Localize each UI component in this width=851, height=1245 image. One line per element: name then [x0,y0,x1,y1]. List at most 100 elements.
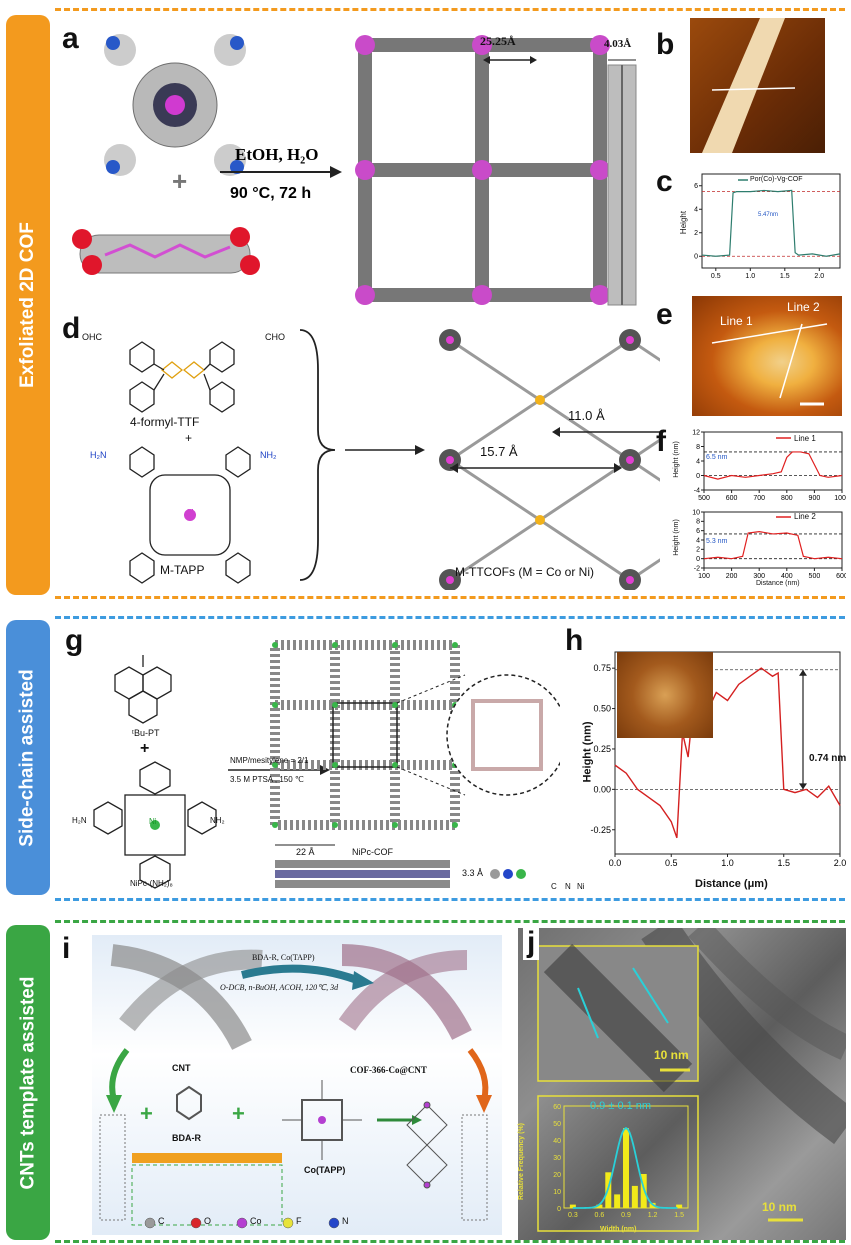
x-tick-label: 200 [726,573,738,580]
cho-label-left: OHC [82,332,102,342]
distance-15-label: 15.7 Å [480,444,518,459]
nipc-cof-grid [270,640,568,846]
panel-g: ᵗBu-PT + H₂N NH₂ Ni NiPc-(NH₂)₈ NMP/mesi… [60,620,585,891]
atom-legend-n: N [565,882,571,891]
chart-f1-annotation: 6.5 nm [706,454,728,461]
y-tick-label: 0.50 [593,704,611,714]
chart-f2-ylabel: Height (nm) [672,519,680,556]
series-line [701,189,841,257]
panel-i: + + BDA-R, Co(TAPP) O-DCB, n-BuOH, ACOH,… [92,935,502,1235]
product-label-d: M-TTCOFs (M = Co or Ni) [455,565,594,579]
ttcof-network [439,329,821,591]
x-tick-label: 2.0 [834,858,847,868]
section-title: Side-chain assisted [17,668,38,847]
panel-label-f: f [656,425,666,458]
chart-c: 0.5 1.0 1.5 2.0 0 2 4 6 Por(Co)-Vg-COF 5.47nm H… [679,168,845,293]
y-tick-label: 4 [696,537,700,544]
chart-h-annotation: 0.74 nm [809,753,847,764]
pore-size-label: 25.25Å [480,34,516,48]
plus-label-d: + [185,431,193,445]
height-arrow-head-top [799,669,807,676]
histogram-bar [640,1174,647,1208]
y-tick-label: -4 [694,487,700,494]
section-tab-cnt: CNTs template assisted [6,925,50,1240]
ni-label-g: Ni [149,817,157,826]
x-tick-label: 0.9 [621,1212,631,1219]
pore-label-g: 22 Å [296,847,315,857]
panel-label-c: c [656,165,673,198]
panel-label-g: g [65,624,84,657]
series-line [703,530,843,560]
x-tick-label: 600 [836,573,846,580]
x-tick-label: 400 [781,573,793,580]
legend-atom-dot [190,1217,202,1229]
histogram-bar [569,1204,576,1208]
x-tick-label: 600 [726,495,738,502]
legend-label-o: O [204,1216,212,1226]
y-tick-label: 0 [696,473,700,480]
chart-c-ylabel: Height [679,210,689,235]
cof-stack-side [607,64,637,306]
plot-frame [701,173,841,269]
tbu-pt-label: ᵗBu-PT [132,728,160,738]
cotapp-label: Co(TAPP) [304,1165,346,1175]
svg-text:+: + [172,166,187,196]
plot-frame [703,431,843,491]
chart-f1-ylabel: Height (nm) [672,441,680,478]
layer-spacing-label: 4.03Å [604,38,632,50]
y-tick-label: 8 [696,519,700,526]
h2n-label-g: H₂N [72,816,87,825]
chart-h: 0.0 0.5 1.0 1.5 2.0 0.75 0.50 0.25 0.00 -0.25 0.7… [582,648,847,893]
section-tab-exfoliated: Exfoliated 2D COF [6,15,50,595]
y-tick-label: -2 [694,565,700,572]
x-tick-label: 800 [781,495,793,502]
svg-text:+: + [140,1101,153,1126]
panel-i-graphic: + + [99,944,492,1229]
chart-f-bottom: 100 200 300 400 500 600 10 8 6 4 2 0 -2 Line 2 5.3 n… [672,508,848,590]
x-tick-label: 1.5 [674,1212,684,1219]
x-tick-label: 2.0 [814,273,824,280]
legend-label-co: Co [250,1216,262,1226]
section-divider-top [55,8,845,11]
plus-label-g: + [140,740,150,757]
chart-f1-legend: Line 1 [794,434,816,443]
y-tick-label: 60 [553,1104,561,1111]
panel-g-graphic [93,640,568,889]
y-tick-label: 4 [696,458,700,465]
cof-grid [355,35,610,305]
histogram-bar [631,1185,638,1208]
line1-label: Line 1 [720,314,753,328]
x-tick-label: 700 [753,495,765,502]
y-tick-label: 10 [692,509,700,516]
panel-label-d: d [62,312,81,345]
y-tick-label: 0 [696,556,700,563]
x-tick-label: 0.5 [665,858,678,868]
x-tick-label: 500 [809,573,821,580]
y-tick-label: 0 [557,1206,561,1213]
panel-label-e: e [656,298,673,331]
y-tick-label: 0.75 [593,663,611,673]
monomer1-label: 4-formyl-TTF [130,415,200,429]
chart-c-legend: Por(Co)-Vg-COF [750,176,803,183]
y-tick-label: 6 [696,528,700,535]
height-arrow-head-bottom [799,783,807,790]
x-tick-label: 1.2 [648,1212,658,1219]
nh2-label-g: NH₂ [210,816,225,825]
panel-label-h: h [565,624,584,657]
y-tick-label: 12 [692,429,700,436]
afm-inset-h [617,652,713,738]
x-tick-label: 0.6 [595,1212,605,1219]
x-tick-label: 1.0 [745,273,755,280]
chart-h-xlabel: Distance (μm) [695,878,768,890]
x-tick-label: 500 [698,495,710,502]
y-tick-label: -0.25 [590,825,611,835]
panel-label-a: a [62,22,79,55]
nipc-label: NiPc-(NH₂)₈ [130,879,173,888]
y-tick-label: 4 [694,207,698,214]
legend-atom-dot [236,1217,248,1229]
cho-label-right: CHO [265,332,285,342]
section-title: CNTs template assisted [17,976,39,1189]
panel-a-graphic: + EtOH, H₂O 90 °C, 72 h [72,34,637,306]
histogram-bar [676,1204,683,1208]
panel-label-b: b [656,28,675,61]
